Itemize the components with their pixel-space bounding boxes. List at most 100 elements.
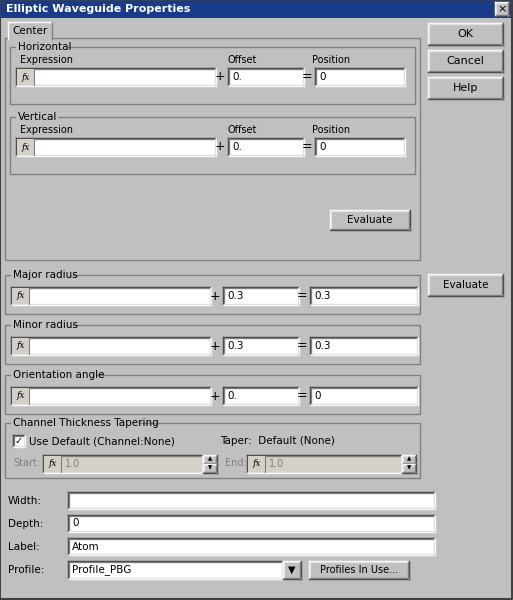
Text: 0.: 0. (232, 72, 242, 82)
Bar (5, 275, 420, 314)
Bar (248, 456, 265, 472)
Bar (223, 287, 299, 305)
Text: 0.3: 0.3 (314, 341, 330, 351)
Text: Help: Help (453, 83, 478, 93)
Text: 0.: 0. (232, 142, 242, 152)
Text: 0: 0 (319, 142, 326, 152)
Text: Width:: Width: (8, 496, 42, 506)
Bar (5, 375, 420, 414)
Bar (68, 515, 435, 532)
Bar (402, 455, 416, 473)
Bar (16, 138, 216, 156)
Bar (315, 138, 405, 156)
Text: OK: OK (458, 29, 473, 39)
Text: Center: Center (12, 25, 48, 35)
Bar (495, 2, 509, 16)
Bar (228, 68, 304, 86)
Bar (5, 38, 420, 260)
Text: +: + (210, 289, 220, 302)
Text: 0: 0 (314, 391, 321, 401)
Bar (68, 538, 435, 555)
Text: Major radius: Major radius (13, 270, 78, 280)
Text: Position: Position (312, 55, 350, 65)
Text: ▼: ▼ (208, 466, 212, 470)
Text: End:: End: (225, 458, 247, 468)
Text: Start:: Start: (13, 458, 40, 468)
Text: fx: fx (22, 73, 30, 82)
Text: 0: 0 (319, 72, 326, 82)
Text: fx: fx (49, 460, 57, 469)
Text: Evaluate: Evaluate (347, 215, 393, 225)
Text: =: = (302, 70, 312, 83)
Text: =: = (297, 389, 307, 403)
Bar (428, 23, 503, 45)
Bar (10, 117, 415, 174)
Bar (330, 210, 410, 230)
Bar (11, 419, 140, 428)
Bar (16, 68, 216, 86)
Text: ▲: ▲ (407, 457, 411, 461)
Text: +: + (210, 340, 220, 352)
Text: 0: 0 (72, 518, 78, 529)
Text: Elliptic Waveguide Properties: Elliptic Waveguide Properties (6, 4, 190, 14)
Text: Label:: Label: (8, 542, 40, 552)
Text: Depth:: Depth: (8, 519, 44, 529)
Bar (16, 113, 58, 122)
Bar (228, 138, 304, 156)
Text: 0.3: 0.3 (227, 341, 244, 351)
Text: Profile:: Profile: (8, 565, 45, 575)
Bar (17, 139, 34, 155)
Text: 1.0: 1.0 (269, 459, 284, 469)
Bar (310, 337, 418, 355)
Text: fx: fx (253, 460, 261, 469)
Bar (428, 274, 503, 296)
Bar (428, 50, 503, 72)
Text: ▼: ▼ (407, 466, 411, 470)
Bar (11, 337, 211, 355)
Bar (17, 69, 34, 85)
Bar (11, 321, 73, 330)
Bar (223, 337, 299, 355)
Bar (283, 561, 301, 579)
Text: +: + (214, 140, 225, 154)
Text: Atom: Atom (72, 541, 100, 551)
Text: Minor radius: Minor radius (13, 320, 78, 330)
Text: =: = (297, 340, 307, 352)
Bar (43, 455, 203, 473)
Text: ×: × (497, 4, 507, 14)
Text: ▲: ▲ (208, 457, 212, 461)
Bar (203, 455, 217, 473)
Bar (11, 387, 211, 405)
Text: =: = (297, 289, 307, 302)
Bar (315, 68, 405, 86)
Text: +: + (214, 70, 225, 83)
Bar (10, 47, 415, 104)
Bar (8, 22, 52, 39)
Bar (5, 423, 420, 478)
Text: Profile_PBG: Profile_PBG (72, 565, 131, 575)
Text: Orientation angle: Orientation angle (13, 370, 105, 380)
Bar (11, 371, 96, 380)
Text: fx: fx (17, 391, 25, 401)
Bar (310, 287, 418, 305)
Bar (247, 455, 402, 473)
Bar (11, 287, 211, 305)
Text: Use Default (Channel:None): Use Default (Channel:None) (29, 436, 175, 446)
Text: Profiles In Use...: Profiles In Use... (320, 565, 398, 575)
Bar (11, 271, 73, 280)
Bar (5, 325, 420, 364)
Bar (9, 38, 51, 40)
Bar (12, 388, 29, 404)
Text: Position: Position (312, 125, 350, 135)
Bar (16, 43, 68, 52)
Text: =: = (302, 140, 312, 154)
Text: fx: fx (17, 292, 25, 301)
Bar (310, 387, 418, 405)
Text: Vertical: Vertical (18, 112, 57, 122)
Bar (68, 492, 435, 509)
Text: fx: fx (22, 142, 30, 151)
Text: 0.: 0. (227, 391, 237, 401)
Text: fx: fx (17, 341, 25, 350)
Bar (0, 0, 513, 18)
Bar (12, 338, 29, 354)
